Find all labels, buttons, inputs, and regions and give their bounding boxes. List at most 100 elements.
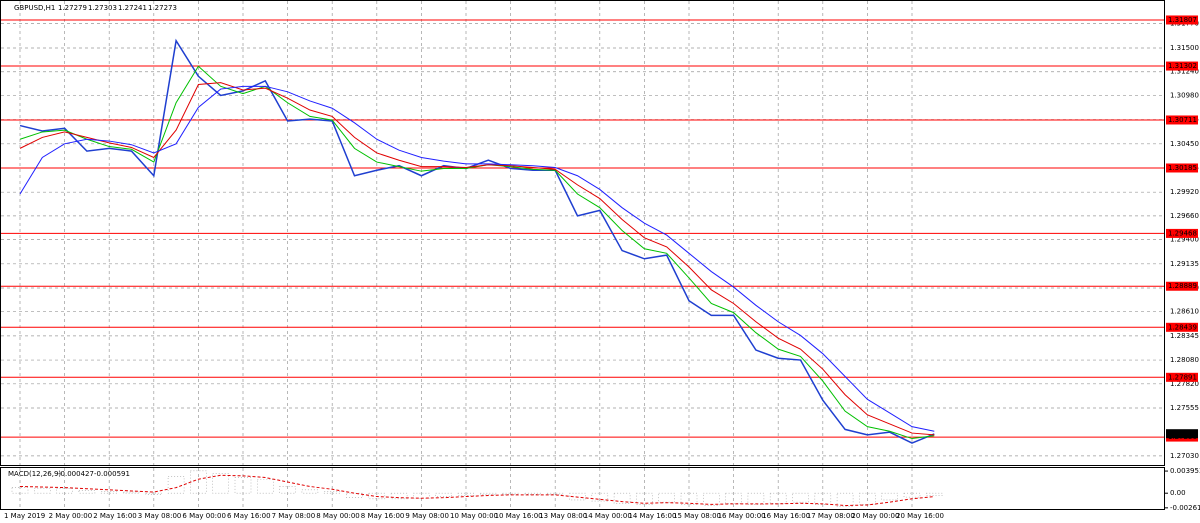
level-label-box	[1166, 163, 1198, 173]
x-tick-label: 6 May 16:00	[227, 512, 271, 520]
ohlc-reading: 1.27273	[148, 4, 177, 12]
price-line	[19, 82, 935, 436]
level-label: 1.28439	[1168, 323, 1197, 331]
macd-bar	[413, 492, 430, 499]
level-label-box	[1166, 115, 1198, 125]
y-tick-label: 1.29135	[1170, 260, 1199, 268]
macd-title: MACD(12,26,9)	[8, 470, 61, 478]
macd-bar	[123, 491, 140, 494]
x-tick-label: 16 May 00:00	[718, 512, 766, 520]
x-tick-label: 6 May 00:00	[182, 512, 226, 520]
y-tick-label: 1.27555	[1170, 404, 1199, 412]
x-tick-label: 2 May 16:00	[93, 512, 137, 520]
macd-bar	[680, 492, 698, 505]
macd-bar	[346, 492, 363, 498]
y-tick-label: 1.30450	[1170, 140, 1199, 148]
macd-bar	[435, 492, 453, 497]
x-tick-label: 2 May 00:00	[49, 512, 93, 520]
macd-bar	[368, 492, 386, 500]
y-tick-label: 1.28080	[1170, 356, 1199, 364]
macd-bar	[859, 492, 876, 505]
macd-bar	[190, 470, 207, 494]
x-tick-label: 16 May 16:00	[762, 512, 810, 520]
signal-line	[19, 474, 935, 507]
level-label: 1.27891	[1168, 373, 1197, 381]
macd-bar	[502, 492, 519, 495]
x-tick-label: 3 May 08:00	[138, 512, 182, 520]
macd-bar	[725, 492, 742, 504]
x-tick-label: 15 May 08:00	[673, 512, 721, 520]
macd-reading: -0.000427	[58, 470, 94, 478]
y-tick-label: 1.31500	[1170, 44, 1199, 52]
level-label-box	[1166, 15, 1198, 25]
macd-bar	[903, 492, 921, 498]
ohlc-reading: 1.27279	[58, 4, 87, 12]
level-label-box	[1166, 372, 1198, 382]
macd-bar	[234, 477, 252, 494]
x-tick-label: 9 May 08:00	[405, 512, 449, 520]
x-tick-label: 10 May 00:00	[450, 512, 498, 520]
y-tick-label: 1.28610	[1170, 308, 1199, 316]
ohlc-reading: 1.27303	[88, 4, 117, 12]
macd-bar	[613, 492, 631, 504]
level-label: 1.30185	[1168, 164, 1197, 172]
y-tick-label: 1.27030	[1170, 452, 1199, 460]
y-tick-label: 1.28345	[1170, 332, 1199, 340]
x-tick-label: 7 May 08:00	[272, 512, 316, 520]
y-tick-label: 1.27820	[1170, 380, 1199, 388]
x-tick-label: 20 May 00:00	[851, 512, 899, 520]
macd-bar	[279, 486, 296, 494]
macd-bar	[569, 492, 586, 501]
x-tick-label: 10 May 16:00	[495, 512, 543, 520]
macd-bar	[56, 488, 73, 494]
macd-bar	[546, 492, 564, 495]
level-label: 1.31302	[1168, 62, 1197, 70]
level-label: 1.30711	[1168, 116, 1197, 124]
level-label-box	[1166, 61, 1198, 71]
macd-bar	[636, 492, 653, 505]
ohlc-reading: 1.27241	[118, 4, 147, 12]
macd-bar	[792, 492, 809, 503]
macd-bar	[814, 492, 832, 505]
last-price-box	[1166, 429, 1198, 439]
x-tick-label: 8 May 16:00	[361, 512, 405, 520]
macd-bar	[747, 492, 765, 505]
macd-bar	[702, 492, 720, 506]
y-tick-label: 1.30980	[1170, 91, 1199, 99]
x-tick-label: 1 May 2019	[4, 512, 45, 520]
macd-frame	[0, 467, 1165, 510]
y-tick-label: 1.29660	[1170, 212, 1199, 220]
macd-bar	[11, 487, 29, 494]
macd-bar	[301, 489, 319, 494]
y-tick-label: 1.29920	[1170, 188, 1199, 196]
main-frame	[0, 0, 1165, 466]
y-tick-label: 0.003953	[1170, 467, 1200, 475]
x-tick-label: 14 May 00:00	[584, 512, 632, 520]
chart-title: GBPUSD,H1	[14, 4, 55, 12]
y-tick-label: -0.002615	[1170, 504, 1200, 512]
level-label: 1.28889	[1168, 282, 1197, 290]
macd-bar	[479, 492, 497, 495]
macd-bar	[769, 492, 787, 504]
macd-bar	[33, 487, 51, 494]
x-tick-label: 8 May 00:00	[316, 512, 360, 520]
y-tick-label: 1.31240	[1170, 68, 1199, 76]
level-label: 1.29468	[1168, 229, 1197, 237]
level-label: 1.31807	[1168, 16, 1197, 24]
last-price-label: 1.27273	[1168, 430, 1197, 438]
macd-bar	[78, 490, 96, 494]
y-tick-label: 1.29400	[1170, 236, 1199, 244]
x-tick-label: 13 May 08:00	[539, 512, 587, 520]
x-tick-label: 17 May 08:00	[807, 512, 855, 520]
x-tick-label: 20 May 16:00	[896, 512, 944, 520]
macd-bar	[390, 492, 408, 500]
price-line	[19, 85, 935, 432]
macd-bar	[145, 492, 163, 495]
level-label-box	[1166, 281, 1198, 291]
macd-bar	[658, 492, 676, 503]
macd-reading: -0.000591	[94, 470, 130, 478]
y-tick-label: 0.00	[1170, 489, 1186, 497]
level-label-box	[1166, 322, 1198, 332]
x-tick-label: 14 May 16:00	[628, 512, 676, 520]
